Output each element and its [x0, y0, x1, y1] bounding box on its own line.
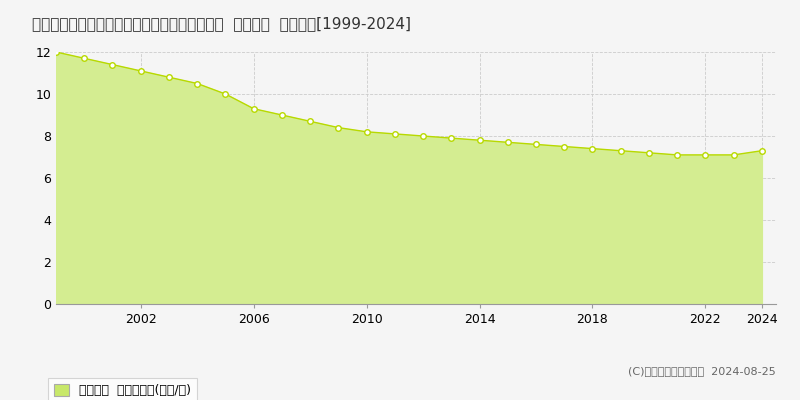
- Text: (C)土地価格ドットコム  2024-08-25: (C)土地価格ドットコム 2024-08-25: [628, 366, 776, 376]
- Legend: 地価公示  平均坤単価(万円/坤): 地価公示 平均坤単価(万円/坤): [48, 378, 198, 400]
- Text: 三重県桑名市大字桑部字松ケ下１０４８番１外  地価公示  地価推移[1999-2024]: 三重県桑名市大字桑部字松ケ下１０４８番１外 地価公示 地価推移[1999-202…: [32, 16, 411, 31]
